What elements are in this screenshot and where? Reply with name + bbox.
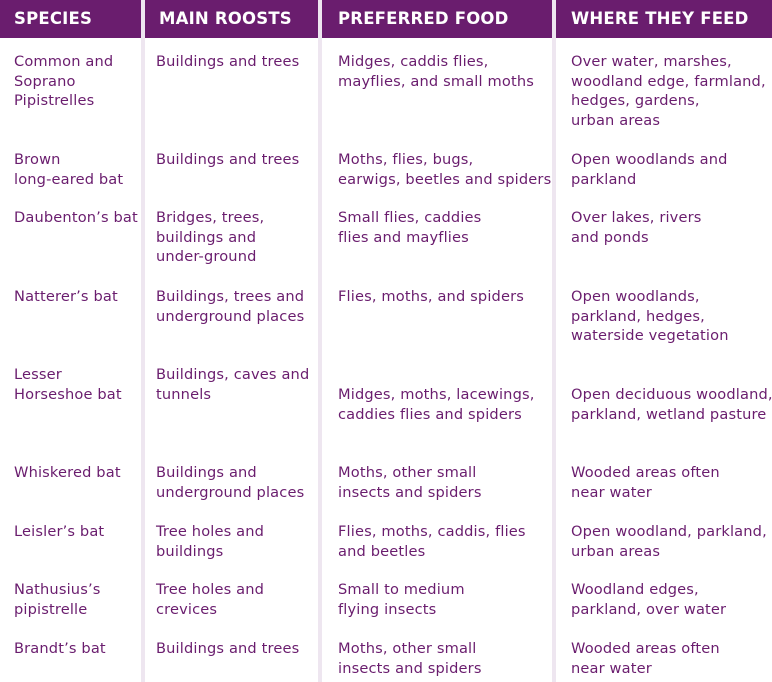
species-cell: Lesser Horseshoe bat [14, 366, 122, 403]
header-where-they-feed: WHERE THEY FEED [556, 0, 772, 38]
species-cell: Brown long-eared bat [14, 151, 124, 188]
roosts-cell: Buildings and trees [156, 53, 300, 70]
column-where-they-feed [556, 0, 772, 682]
roosts-cell: Buildings, trees and underground places [156, 288, 305, 325]
feed-cell: Open woodlands, parkland, hedges, waters… [571, 288, 729, 344]
food-cell: Flies, moths, and spiders [338, 288, 524, 305]
food-cell: Moths, other small insects and spiders [338, 640, 482, 677]
column-main-roosts [145, 0, 318, 682]
species-cell: Whiskered bat [14, 464, 121, 481]
feed-cell: Over lakes, rivers and ponds [571, 209, 702, 246]
roosts-cell: Buildings and trees [156, 640, 300, 657]
species-cell: Natterer’s bat [14, 288, 118, 305]
header-preferred-food: PREFERRED FOOD [322, 0, 552, 38]
roosts-cell: Bridges, trees, buildings and under-grou… [156, 209, 265, 265]
header-species: SPECIES [0, 0, 141, 38]
roosts-cell: Tree holes and buildings [156, 523, 265, 560]
species-cell: Brandt’s bat [14, 640, 106, 657]
species-cell: Daubenton’s bat [14, 209, 138, 226]
feed-cell: Woodland edges, parkland, over water [571, 581, 727, 618]
food-cell: Midges, moths, lacewings, caddies flies … [338, 386, 535, 423]
feed-cell: Wooded areas often near water [571, 640, 720, 677]
species-cell: Common and Soprano Pipistrelles [14, 53, 114, 109]
column-preferred-food [322, 0, 552, 682]
food-cell: Midges, caddis flies, mayflies, and smal… [338, 53, 534, 90]
column-species [0, 0, 141, 682]
feed-cell: Open woodlands and parkland [571, 151, 728, 188]
species-cell: Leisler’s bat [14, 523, 105, 540]
feed-cell: Open woodland, parkland, urban areas [571, 523, 767, 560]
species-cell: Nathusius’s pipistrelle [14, 581, 101, 618]
food-cell: Small to medium flying insects [338, 581, 465, 618]
food-cell: Small flies, caddies flies and mayflies [338, 209, 482, 246]
food-cell: Moths, other small insects and spiders [338, 464, 482, 501]
feed-cell: Wooded areas often near water [571, 464, 720, 501]
header-main-roosts: MAIN ROOSTS [145, 0, 318, 38]
feed-cell: Over water, marshes, woodland edge, farm… [571, 53, 766, 129]
roosts-cell: Buildings, caves and tunnels [156, 366, 310, 403]
feed-cell: Open deciduous woodland, parkland, wetla… [571, 386, 772, 423]
roosts-cell: Buildings and trees [156, 151, 300, 168]
roosts-cell: Tree holes and crevices [156, 581, 265, 618]
roosts-cell: Buildings and underground places [156, 464, 305, 501]
food-cell: Flies, moths, caddis, flies and beetles [338, 523, 526, 560]
food-cell: Moths, flies, bugs, earwigs, beetles and… [338, 151, 552, 188]
